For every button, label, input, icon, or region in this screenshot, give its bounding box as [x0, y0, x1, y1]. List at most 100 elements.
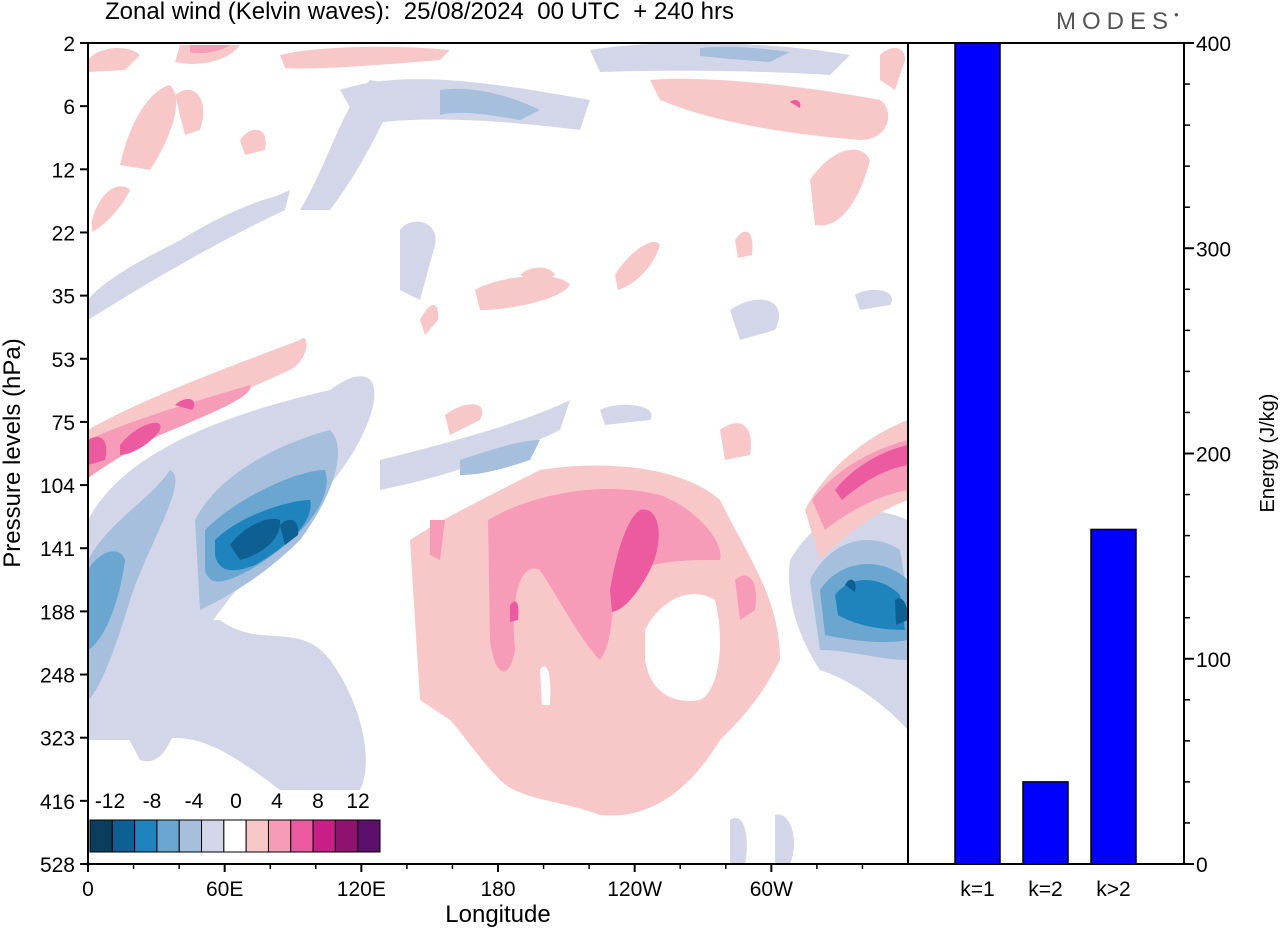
brand-logo: MODES● — [1056, 8, 1179, 35]
x-axis: 0 60E 120E 180 120W 60W — [82, 864, 864, 901]
energy-bar — [1090, 528, 1137, 865]
contour-region — [140, 195, 280, 285]
energy-axis-label: Energy (J/kg) — [1257, 394, 1279, 513]
y-tick-label: 6 — [63, 96, 75, 119]
y-axis-label: Pressure levels (hPa) — [0, 338, 26, 567]
y-tick-label: 2 — [63, 33, 75, 56]
colorbar-label: 4 — [271, 790, 283, 813]
contour-region — [88, 48, 140, 72]
energy-bar — [1022, 781, 1069, 865]
contour-region — [175, 89, 204, 135]
y-axis: 2 6 12 22 35 53 75 104 141 188 248 323 416 528 — [40, 33, 88, 877]
colorbar-legend: -12 -8 -4 0 4 8 12 — [89, 790, 381, 853]
x-tick-label: 120W — [607, 878, 662, 901]
contour-region — [88, 385, 251, 478]
y-tick-label: 188 — [40, 601, 75, 624]
hovmoller-panel: -12 -8 -4 0 4 8 12 0 60E 120E 180 120W 60W 2 6 12 22 35… — [0, 33, 909, 928]
colorbar-swatch — [267, 819, 292, 853]
energy-tick-label: 100 — [1196, 649, 1231, 672]
x-tick-label: 180 — [480, 878, 515, 901]
contour-region — [488, 489, 721, 672]
y-tick-label: 35 — [52, 286, 75, 309]
colorbar-swatch — [134, 819, 158, 853]
contour-region — [460, 440, 540, 475]
y-tick-label: 104 — [40, 475, 75, 498]
colorbar-swatch — [111, 819, 136, 853]
wind-contours — [88, 43, 908, 864]
y-tick-label: 248 — [40, 665, 75, 688]
y-tick-label: 53 — [52, 349, 75, 372]
contour-region — [775, 814, 795, 864]
contour-region — [735, 575, 756, 620]
colorbar-label: 8 — [312, 790, 324, 813]
energy-category-label: k>2 — [1096, 878, 1130, 901]
energy-panel: k=1 k=2 k>2 0 100 200 300 400 Energy (J/kg) — [908, 33, 1279, 901]
contour-region — [88, 470, 176, 700]
y-tick-label: 22 — [52, 222, 75, 245]
x-tick-label: 60E — [206, 878, 243, 901]
energy-tick-label: 0 — [1196, 854, 1208, 877]
colorbar-swatch — [201, 819, 225, 853]
energy-tick-label: 300 — [1196, 238, 1231, 261]
contour-gap — [540, 666, 551, 705]
contour-region — [600, 404, 652, 425]
contour-region — [280, 519, 299, 545]
energy-category-label: k=1 — [960, 878, 994, 901]
contour-region — [880, 48, 905, 90]
contour-region — [650, 78, 889, 140]
contour-region — [845, 579, 856, 592]
colorbar-swatch — [223, 819, 247, 853]
contour-region — [430, 520, 445, 560]
contour-region — [190, 45, 230, 54]
contour-region — [590, 43, 850, 75]
contour-region — [730, 818, 747, 864]
contour-region — [88, 436, 107, 465]
energy-tick-label: 200 — [1196, 444, 1231, 467]
colorbar-swatch — [290, 819, 314, 853]
contour-region — [735, 231, 753, 258]
colorbar-swatch — [178, 819, 203, 853]
contour-region — [120, 85, 177, 170]
contour-region — [475, 275, 570, 310]
contour-region — [700, 46, 790, 62]
contour-region — [230, 518, 281, 560]
colorbar-label: 0 — [230, 790, 242, 813]
contour-region — [895, 598, 908, 625]
contour-region — [420, 305, 439, 335]
energy-bars: k=1 k=2 k>2 — [954, 42, 1137, 901]
x-tick-label: 0 — [82, 878, 94, 901]
contour-gap — [645, 594, 720, 701]
contour-region — [790, 100, 801, 108]
energy-tick-label: 400 — [1196, 33, 1231, 56]
contour-region — [835, 445, 908, 500]
contour-region — [615, 241, 660, 290]
y-tick-label: 323 — [40, 728, 75, 751]
contour-region — [92, 186, 130, 232]
contour-region — [175, 398, 195, 410]
colorbar-label: -8 — [143, 790, 162, 813]
x-tick-label: 60W — [750, 878, 793, 901]
y-tick-label: 141 — [40, 538, 75, 561]
colorbar-swatch — [312, 819, 336, 853]
contour-region — [610, 509, 659, 612]
contour-region — [810, 149, 870, 226]
contour-region — [380, 400, 570, 490]
contour-region — [445, 404, 483, 435]
colorbar-swatch — [245, 819, 269, 853]
contour-region — [400, 221, 436, 300]
energy-y-axis: 0 100 200 300 400 — [1184, 33, 1231, 877]
colorbar-swatch — [357, 819, 381, 853]
y-tick-label: 12 — [52, 159, 75, 182]
x-tick-label: 120E — [337, 878, 386, 901]
contour-region — [730, 299, 779, 340]
colorbar-swatch — [89, 819, 113, 853]
colorbar-label: -12 — [95, 790, 125, 813]
y-tick-label: 416 — [40, 791, 75, 814]
colorbar-label: 12 — [346, 790, 369, 813]
energy-bar — [954, 42, 1001, 865]
contour-region — [440, 88, 540, 120]
contour-region — [720, 423, 751, 460]
contour-region — [88, 551, 125, 650]
chart-title: Zonal wind (Kelvin waves): 25/08/2024 00… — [105, 0, 734, 25]
